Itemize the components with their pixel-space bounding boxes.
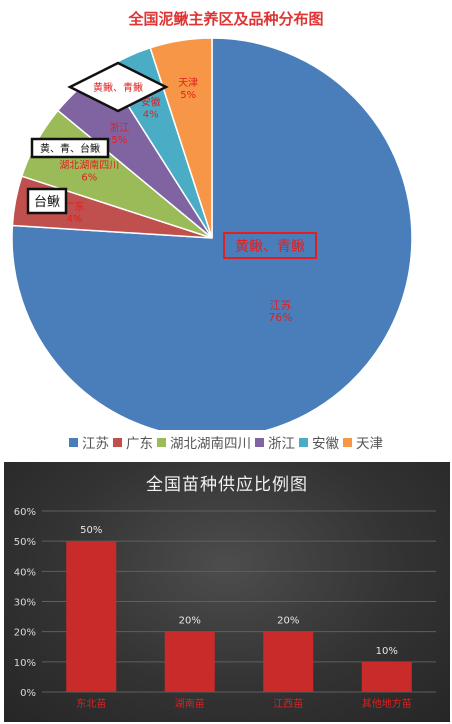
annotation-hhs-box [30,137,110,159]
legend-item-5: 天津 [343,432,383,452]
legend-label-5: 天津 [356,436,383,452]
legend-swatch-4 [299,438,308,447]
legend-item-2: 湖北湖南四川 [157,432,251,452]
annotation-guangdong-box [26,187,68,215]
y-tick-label-0: 0% [20,688,36,699]
pie-slice-percent-0: 76% [268,311,292,324]
pie-slice-percent-4: 4% [143,110,159,121]
legend-item-0: 江苏 [69,432,109,452]
legend-label-2: 湖北湖南四川 [170,436,251,452]
legend-swatch-1 [113,438,122,447]
y-tick-label-3: 30% [14,598,36,609]
legend-swatch-5 [343,438,352,447]
y-tick-label-4: 40% [14,567,36,578]
legend-label-0: 江苏 [82,436,109,452]
legend-label-3: 浙江 [268,436,295,452]
pie-slice-name-3: 浙江 [109,122,129,134]
bar-3 [361,661,412,692]
x-category-label-2: 江西苗 [273,698,303,710]
annotation-jiangsu: 黄鳅、青鳅 [235,238,305,255]
pie-slice-name-0: 江苏 [270,299,292,312]
legend-item-4: 安徽 [299,432,339,452]
pie-slice-0 [11,37,413,430]
legend-item-3: 浙江 [255,432,295,452]
legend-item-1: 广东 [113,432,153,452]
x-category-label-1: 湖南苗 [175,697,205,710]
y-tick-label-6: 60% [14,507,36,518]
legend-label-4: 安徽 [312,436,339,452]
y-tick-label-5: 50% [14,537,36,548]
pie-slice-percent-5: 5% [180,90,196,101]
bar-value-label-2: 20% [277,616,299,627]
annotation-guangdong: 台鳅 [34,195,60,210]
annotation-tianjin-anhui: 黄鳅、青鳅 [93,81,143,94]
x-category-label-3: 其他地方苗 [362,697,412,710]
bar-value-label-3: 10% [376,646,398,657]
bar-chart-title: 全国苗种供应比例图 [146,475,308,495]
y-tick-label-2: 20% [14,628,36,639]
legend-swatch-0 [69,438,78,447]
annotation-hubei-hunan-sichuan: 黄、青、台鳅 [40,142,100,155]
bar-value-label-1: 20% [179,616,201,627]
pie-slice-name-1: 广东 [65,200,85,213]
pie-slice-name-4: 安徽 [141,96,161,109]
legend-label-1: 广东 [126,436,153,452]
legend-swatch-2 [157,438,166,447]
bar-1 [164,631,215,692]
pie-slice-name-5: 天津 [178,77,198,89]
bar-0 [66,541,117,692]
pie-slice-percent-2: 6% [81,173,97,184]
annotation-diamond-shape [67,61,169,113]
pie-chart: 江苏76%广东4%湖北湖南四川6%浙江5%安徽4%天津5%黄鳅、青鳅黄鳅、青鳅黄… [11,37,413,430]
bar-value-label-0: 50% [80,525,102,536]
bar-chart-panel: 0% 10% 20% 30% 40% 50% 60% 50% 东北苗 20% 湖南苗 20% 江西苗 10… [4,462,450,722]
x-category-label-0: 东北苗 [76,697,106,710]
legend-swatch-3 [255,438,264,447]
pie-chart-title: 全国泥鳅主养区及品种分布图 [128,10,324,28]
bar-2 [263,631,314,692]
chart-separator [0,458,452,462]
annotation-jiangsu-box [223,232,317,259]
pie-legend: 江苏 广东 湖北湖南四川 浙江 安徽 天津 [0,432,452,452]
pie-slice-percent-3: 5% [111,135,127,146]
y-tick-label-1: 10% [14,658,36,669]
pie-chart-panel: 江苏 76% 广东 4% 湖北湖南四川 6% 浙江 5% 安徽 4% 天津 5% 黄鳅、青鳅 黄鳅、青鳅黄… [0,10,452,452]
bar-chart: 0% 10% 20% 30% 40% 50% 60% 50% 东北苗 20% 湖南苗 20% 江西苗 10… [14,507,436,710]
pie-slice-name-2: 湖北湖南四川 [59,159,119,172]
pie-slice-percent-1: 4% [67,214,83,225]
